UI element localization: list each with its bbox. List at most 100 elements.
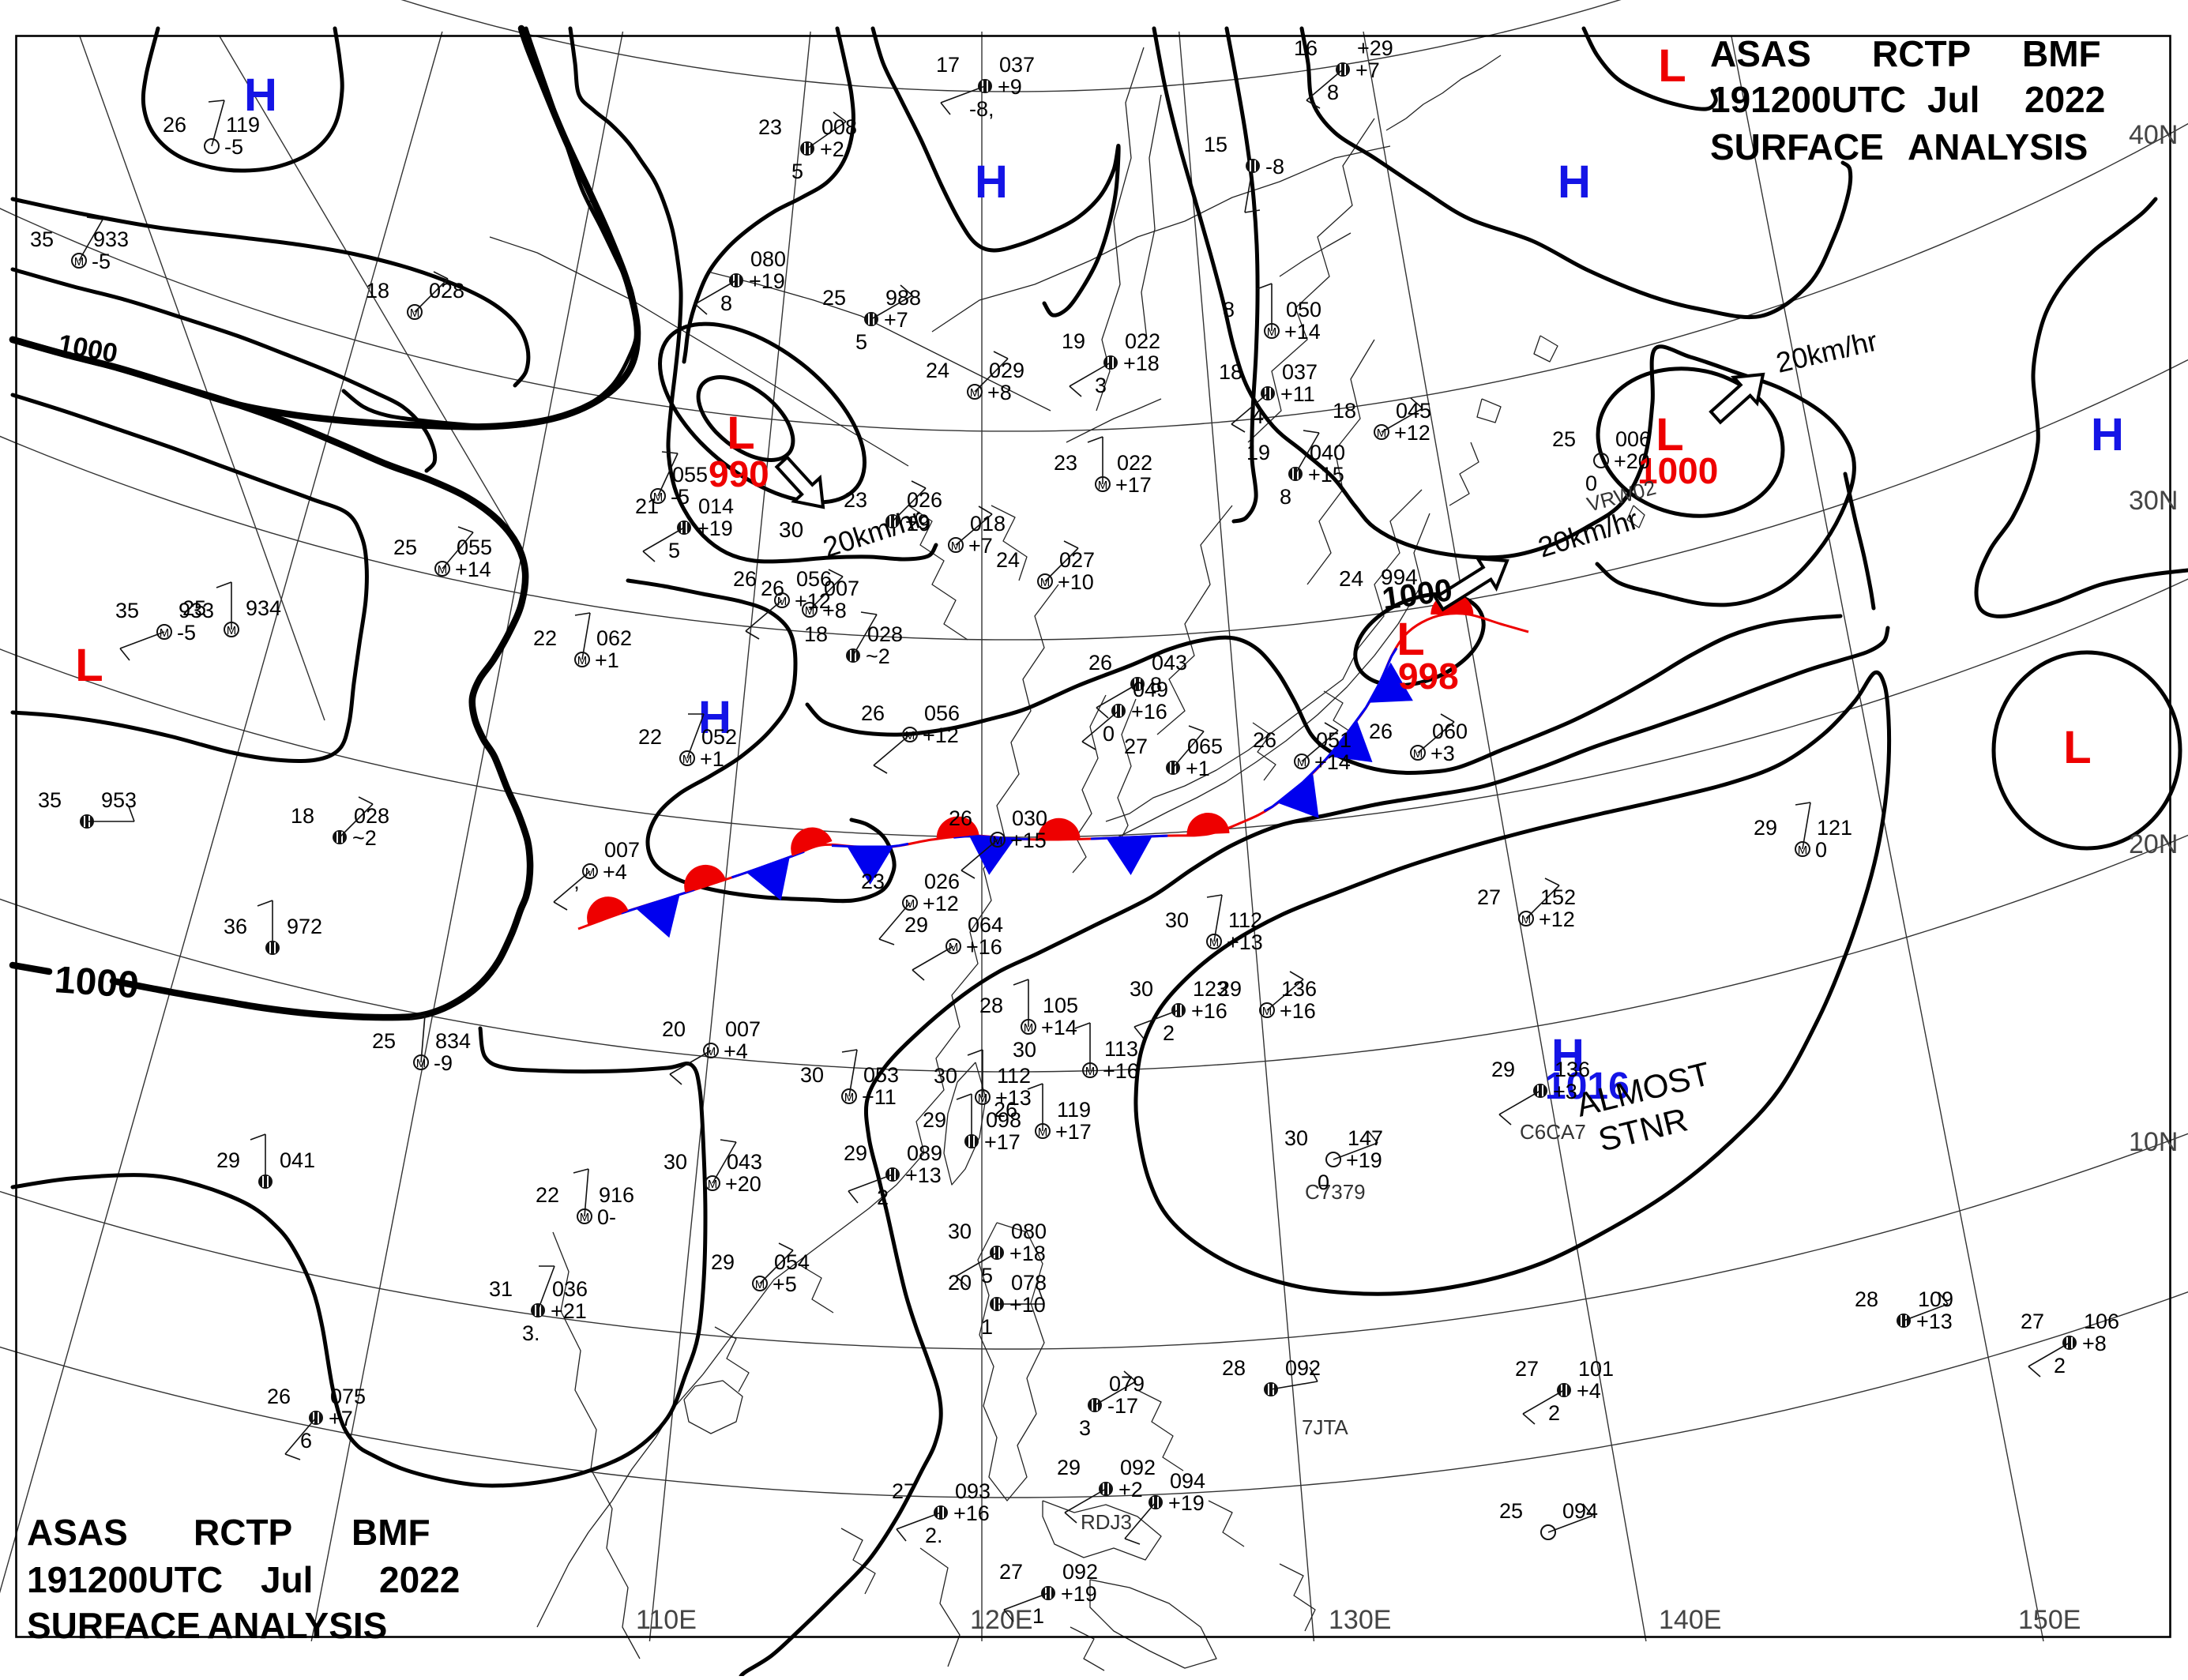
svg-text:006: 006: [1615, 427, 1651, 451]
svg-text:055: 055: [457, 536, 492, 559]
svg-text:+4: +4: [603, 860, 627, 884]
svg-text:23: 23: [844, 488, 867, 512]
svg-text:18: 18: [1219, 360, 1242, 384]
svg-text:106: 106: [2084, 1310, 2119, 1333]
svg-text:+1: +1: [595, 648, 619, 672]
svg-text:6: 6: [300, 1429, 312, 1453]
svg-text:0: 0: [1103, 722, 1115, 746]
svg-text:28: 28: [1855, 1287, 1878, 1311]
svg-text:30: 30: [664, 1150, 687, 1174]
svg-text:036: 036: [552, 1277, 588, 1301]
svg-text:080: 080: [750, 247, 786, 271]
svg-text:2022: 2022: [379, 1559, 460, 1600]
svg-text:29: 29: [1491, 1058, 1515, 1081]
svg-text:121: 121: [1817, 816, 1852, 840]
svg-text:+16: +16: [1280, 999, 1316, 1023]
svg-text:M: M: [708, 1178, 718, 1191]
svg-text:+12: +12: [1394, 421, 1430, 445]
svg-text:+18: +18: [1123, 351, 1160, 375]
svg-text:30: 30: [1284, 1126, 1308, 1150]
svg-text:27: 27: [1515, 1357, 1539, 1381]
svg-text:+13: +13: [1916, 1310, 1953, 1333]
svg-text:M: M: [844, 1091, 855, 1104]
svg-text:092: 092: [1120, 1456, 1156, 1479]
svg-text:+7: +7: [968, 534, 993, 558]
svg-text:23: 23: [1054, 451, 1077, 475]
svg-text:+2: +2: [820, 137, 844, 161]
svg-text:L: L: [75, 640, 103, 691]
svg-text:C6CA7: C6CA7: [1520, 1120, 1586, 1144]
svg-text:008: 008: [821, 115, 857, 139]
svg-text:H: H: [244, 70, 277, 121]
svg-text:30: 30: [1165, 908, 1189, 932]
svg-text:093: 093: [955, 1479, 991, 1503]
svg-text:+19: +19: [1346, 1148, 1382, 1172]
svg-text:26: 26: [861, 701, 885, 725]
svg-text:+8: +8: [822, 599, 847, 622]
svg-text:+12: +12: [923, 723, 959, 747]
svg-text:049: 049: [1133, 678, 1168, 701]
svg-text:M: M: [905, 729, 915, 742]
svg-text:998: 998: [1398, 656, 1459, 697]
svg-text:+12: +12: [923, 892, 959, 915]
svg-text:24: 24: [996, 548, 1020, 572]
svg-text:092: 092: [1062, 1560, 1098, 1584]
svg-text:Jul: Jul: [1927, 79, 1979, 120]
svg-text:+14: +14: [1284, 320, 1321, 344]
svg-text:098: 098: [986, 1108, 1021, 1132]
svg-text:0: 0: [1585, 472, 1597, 495]
svg-text:+9: +9: [905, 510, 930, 534]
svg-text:25: 25: [393, 536, 417, 559]
svg-text:+12: +12: [1539, 908, 1575, 931]
svg-text:24: 24: [1339, 566, 1363, 591]
svg-text:SURFACE: SURFACE: [27, 1605, 201, 1646]
svg-text:052: 052: [701, 725, 737, 749]
svg-text:’: ’: [574, 882, 579, 906]
svg-text:L: L: [727, 408, 754, 459]
svg-text:M: M: [949, 941, 959, 954]
svg-text:022: 022: [1125, 329, 1160, 353]
svg-text:L: L: [1397, 614, 1424, 665]
svg-text:3.: 3.: [522, 1321, 540, 1345]
svg-text:+29: +29: [1357, 36, 1393, 60]
svg-text:M: M: [580, 1211, 590, 1224]
svg-text:+13: +13: [995, 1086, 1032, 1110]
svg-text:SURFACE: SURFACE: [1710, 126, 1884, 167]
svg-text:ASAS: ASAS: [27, 1512, 128, 1553]
svg-text:27: 27: [1124, 735, 1148, 758]
svg-text:16: 16: [1294, 36, 1318, 60]
svg-text:22: 22: [638, 725, 662, 749]
svg-text:140E: 140E: [1659, 1605, 1721, 1635]
svg-text:933: 933: [179, 599, 214, 622]
svg-text:24: 24: [926, 359, 949, 382]
svg-text:25: 25: [1552, 427, 1576, 451]
svg-text:+1: +1: [1186, 757, 1210, 780]
svg-text:8: 8: [1280, 485, 1291, 509]
svg-text:988: 988: [885, 286, 921, 310]
svg-text:M: M: [978, 1092, 988, 1105]
svg-text:007: 007: [824, 577, 859, 600]
svg-text:23: 23: [861, 870, 885, 893]
svg-text:27: 27: [1477, 885, 1501, 909]
svg-text:014: 014: [698, 494, 734, 518]
svg-text:065: 065: [1187, 735, 1223, 758]
svg-text:30: 30: [800, 1063, 824, 1087]
svg-text:~2: ~2: [352, 826, 377, 850]
svg-text:3: 3: [1079, 1416, 1091, 1440]
svg-text:17: 17: [936, 53, 960, 77]
svg-text:-8: -8: [1265, 155, 1284, 179]
svg-text:+21: +21: [551, 1299, 587, 1323]
svg-text:H: H: [1558, 156, 1591, 208]
svg-text:ASAS: ASAS: [1710, 33, 1811, 74]
svg-text:064: 064: [968, 913, 1003, 937]
svg-text:40N: 40N: [2129, 120, 2178, 150]
svg-text:19: 19: [1062, 329, 1085, 353]
svg-text:20: 20: [948, 1271, 972, 1295]
svg-text:026: 026: [924, 870, 960, 893]
svg-text:028: 028: [429, 279, 464, 303]
svg-text:20: 20: [662, 1017, 686, 1041]
svg-text:079: 079: [1109, 1372, 1145, 1396]
svg-text:M: M: [653, 490, 664, 504]
svg-text:22: 22: [533, 626, 557, 650]
svg-text:130E: 130E: [1329, 1605, 1391, 1635]
